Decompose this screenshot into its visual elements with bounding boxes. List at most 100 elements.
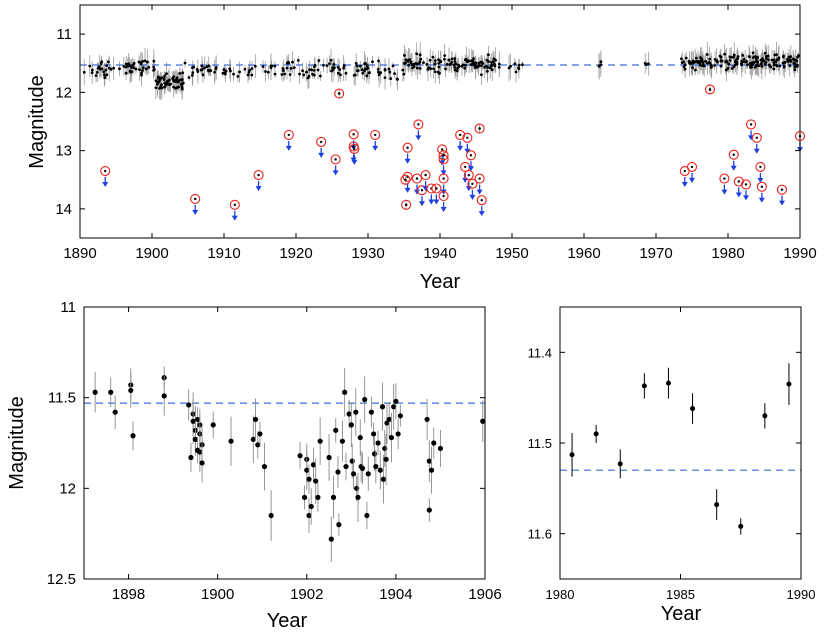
- top-detection-point: [713, 63, 716, 67]
- top-detection-point: [477, 64, 481, 68]
- top-detection-point: [192, 65, 196, 69]
- top-detection-point: [450, 61, 454, 64]
- top-detection-point: [782, 64, 786, 68]
- top-detection-point: [342, 64, 346, 67]
- bottom-left-detection-point: [355, 494, 361, 500]
- top-upper-limit-circle: [100, 165, 111, 177]
- top-x-tick-label: 1970: [639, 245, 672, 262]
- top-detection-point: [367, 71, 371, 75]
- top-detection-point: [437, 65, 441, 69]
- top-detection-point: [700, 58, 704, 62]
- bottom-left-x-axis: 1898 1900 1902 1904 1906: [112, 307, 502, 603]
- top-detection-point: [427, 66, 431, 70]
- top-upper-limit-arrow-head: [350, 145, 357, 151]
- top-detection-point: [163, 85, 166, 89]
- top-detection-point: [517, 66, 520, 70]
- top-detection-point: [485, 65, 489, 69]
- top-detection-point: [445, 63, 449, 66]
- top-detection-point: [474, 66, 477, 70]
- top-y-axis-title: Magnitude: [26, 75, 48, 168]
- top-upper-limit-point: [420, 189, 424, 192]
- top-detection-point: [401, 68, 405, 72]
- top-detection-point: [301, 69, 304, 73]
- top-upper-limit-circle: [438, 173, 449, 184]
- top-detection-point: [760, 57, 764, 61]
- top-detection-point: [463, 66, 467, 70]
- top-detection-point: [172, 85, 176, 89]
- top-upper-limit-point: [417, 123, 420, 126]
- top-detection-point: [331, 66, 335, 70]
- top-upper-limit-point: [353, 147, 356, 151]
- top-detection-point: [207, 64, 211, 68]
- top-detection-point: [281, 69, 285, 72]
- bottom-left-detection-point: [354, 485, 360, 491]
- top-detection-point: [318, 74, 322, 78]
- bottom-left-detection-point: [426, 507, 432, 513]
- top-detection-point: [172, 79, 176, 83]
- top-faint-point: [404, 178, 407, 182]
- top-detection-point: [132, 66, 136, 70]
- bottom-left-x-tick-label: 1900: [201, 586, 234, 603]
- top-upper-limit-arrow-head: [730, 165, 737, 171]
- top-upper-limit-point: [194, 197, 197, 201]
- top-detection-point: [705, 53, 709, 56]
- top-detection-point: [141, 69, 144, 72]
- top-detection-point: [407, 58, 410, 62]
- top-detection-point: [796, 55, 799, 59]
- top-detection-point: [143, 59, 147, 63]
- bottom-right-detection-point: [617, 461, 623, 467]
- top-detection-point: [178, 71, 182, 75]
- top-upper-limit-arrow-head: [415, 135, 422, 141]
- bottom-left-detection-point: [306, 476, 312, 482]
- top-detection-point: [344, 71, 348, 75]
- top-detection-point: [418, 60, 422, 63]
- top-detection-point: [383, 68, 387, 72]
- top-detection-point: [128, 64, 132, 67]
- top-detection-point: [432, 67, 435, 71]
- top-detection-point: [371, 60, 374, 64]
- top-upper-limit-arrow-head: [735, 192, 742, 198]
- top-detection-point: [172, 75, 176, 79]
- top-detection-point: [285, 66, 289, 70]
- top-upper-limit-circle: [402, 171, 413, 182]
- bottom-left-x-tick-label: 1898: [112, 586, 145, 603]
- top-detection-point: [733, 63, 737, 67]
- top-detection-point: [483, 65, 487, 69]
- top-upper-limit-point: [415, 177, 419, 180]
- bottom-right-x-tick-label: 1985: [666, 587, 695, 602]
- top-detection-point: [296, 58, 300, 62]
- bottom-right-x-tick-label: 1990: [787, 587, 816, 602]
- top-detection-point: [305, 70, 308, 74]
- top-upper-limit-point: [471, 182, 474, 186]
- top-detection-point: [312, 73, 316, 77]
- bottom-left-detection-point: [395, 431, 401, 437]
- top-detection-point: [175, 86, 179, 90]
- top-detection-point: [692, 59, 695, 63]
- top-detection-point: [269, 64, 273, 68]
- top-upper-limit-circle: [190, 193, 201, 205]
- top-detection-point: [709, 63, 713, 67]
- top-detection-point: [732, 55, 735, 59]
- bottom-left-detection-point: [368, 409, 374, 415]
- top-errorbars: [83, 41, 799, 100]
- top-upper-limit-circle: [413, 119, 424, 130]
- top-detection-point: [180, 85, 184, 89]
- bottom-left-y-tick-label: 12.5: [47, 571, 76, 588]
- top-detection-point: [292, 66, 296, 70]
- top-detection-point: [338, 68, 342, 71]
- top-detection-point: [112, 66, 116, 70]
- top-detection-point: [471, 62, 475, 66]
- top-upper-limit-point: [334, 158, 337, 161]
- top-upper-limit-arrow-head: [332, 170, 339, 176]
- top-upper-limits: [100, 119, 806, 221]
- bottom-left-detection-point: [386, 416, 392, 423]
- top-detection-point: [772, 67, 776, 71]
- top-detection-point: [122, 64, 126, 68]
- bottom-left-detection-point: [328, 536, 334, 542]
- top-detection-point: [418, 53, 422, 57]
- top-detection-point: [289, 66, 293, 70]
- top-detection-point: [158, 86, 161, 90]
- bottom-right-x-axis: 1980 1985 1990: [546, 307, 816, 602]
- top-faint-circle: [704, 84, 716, 95]
